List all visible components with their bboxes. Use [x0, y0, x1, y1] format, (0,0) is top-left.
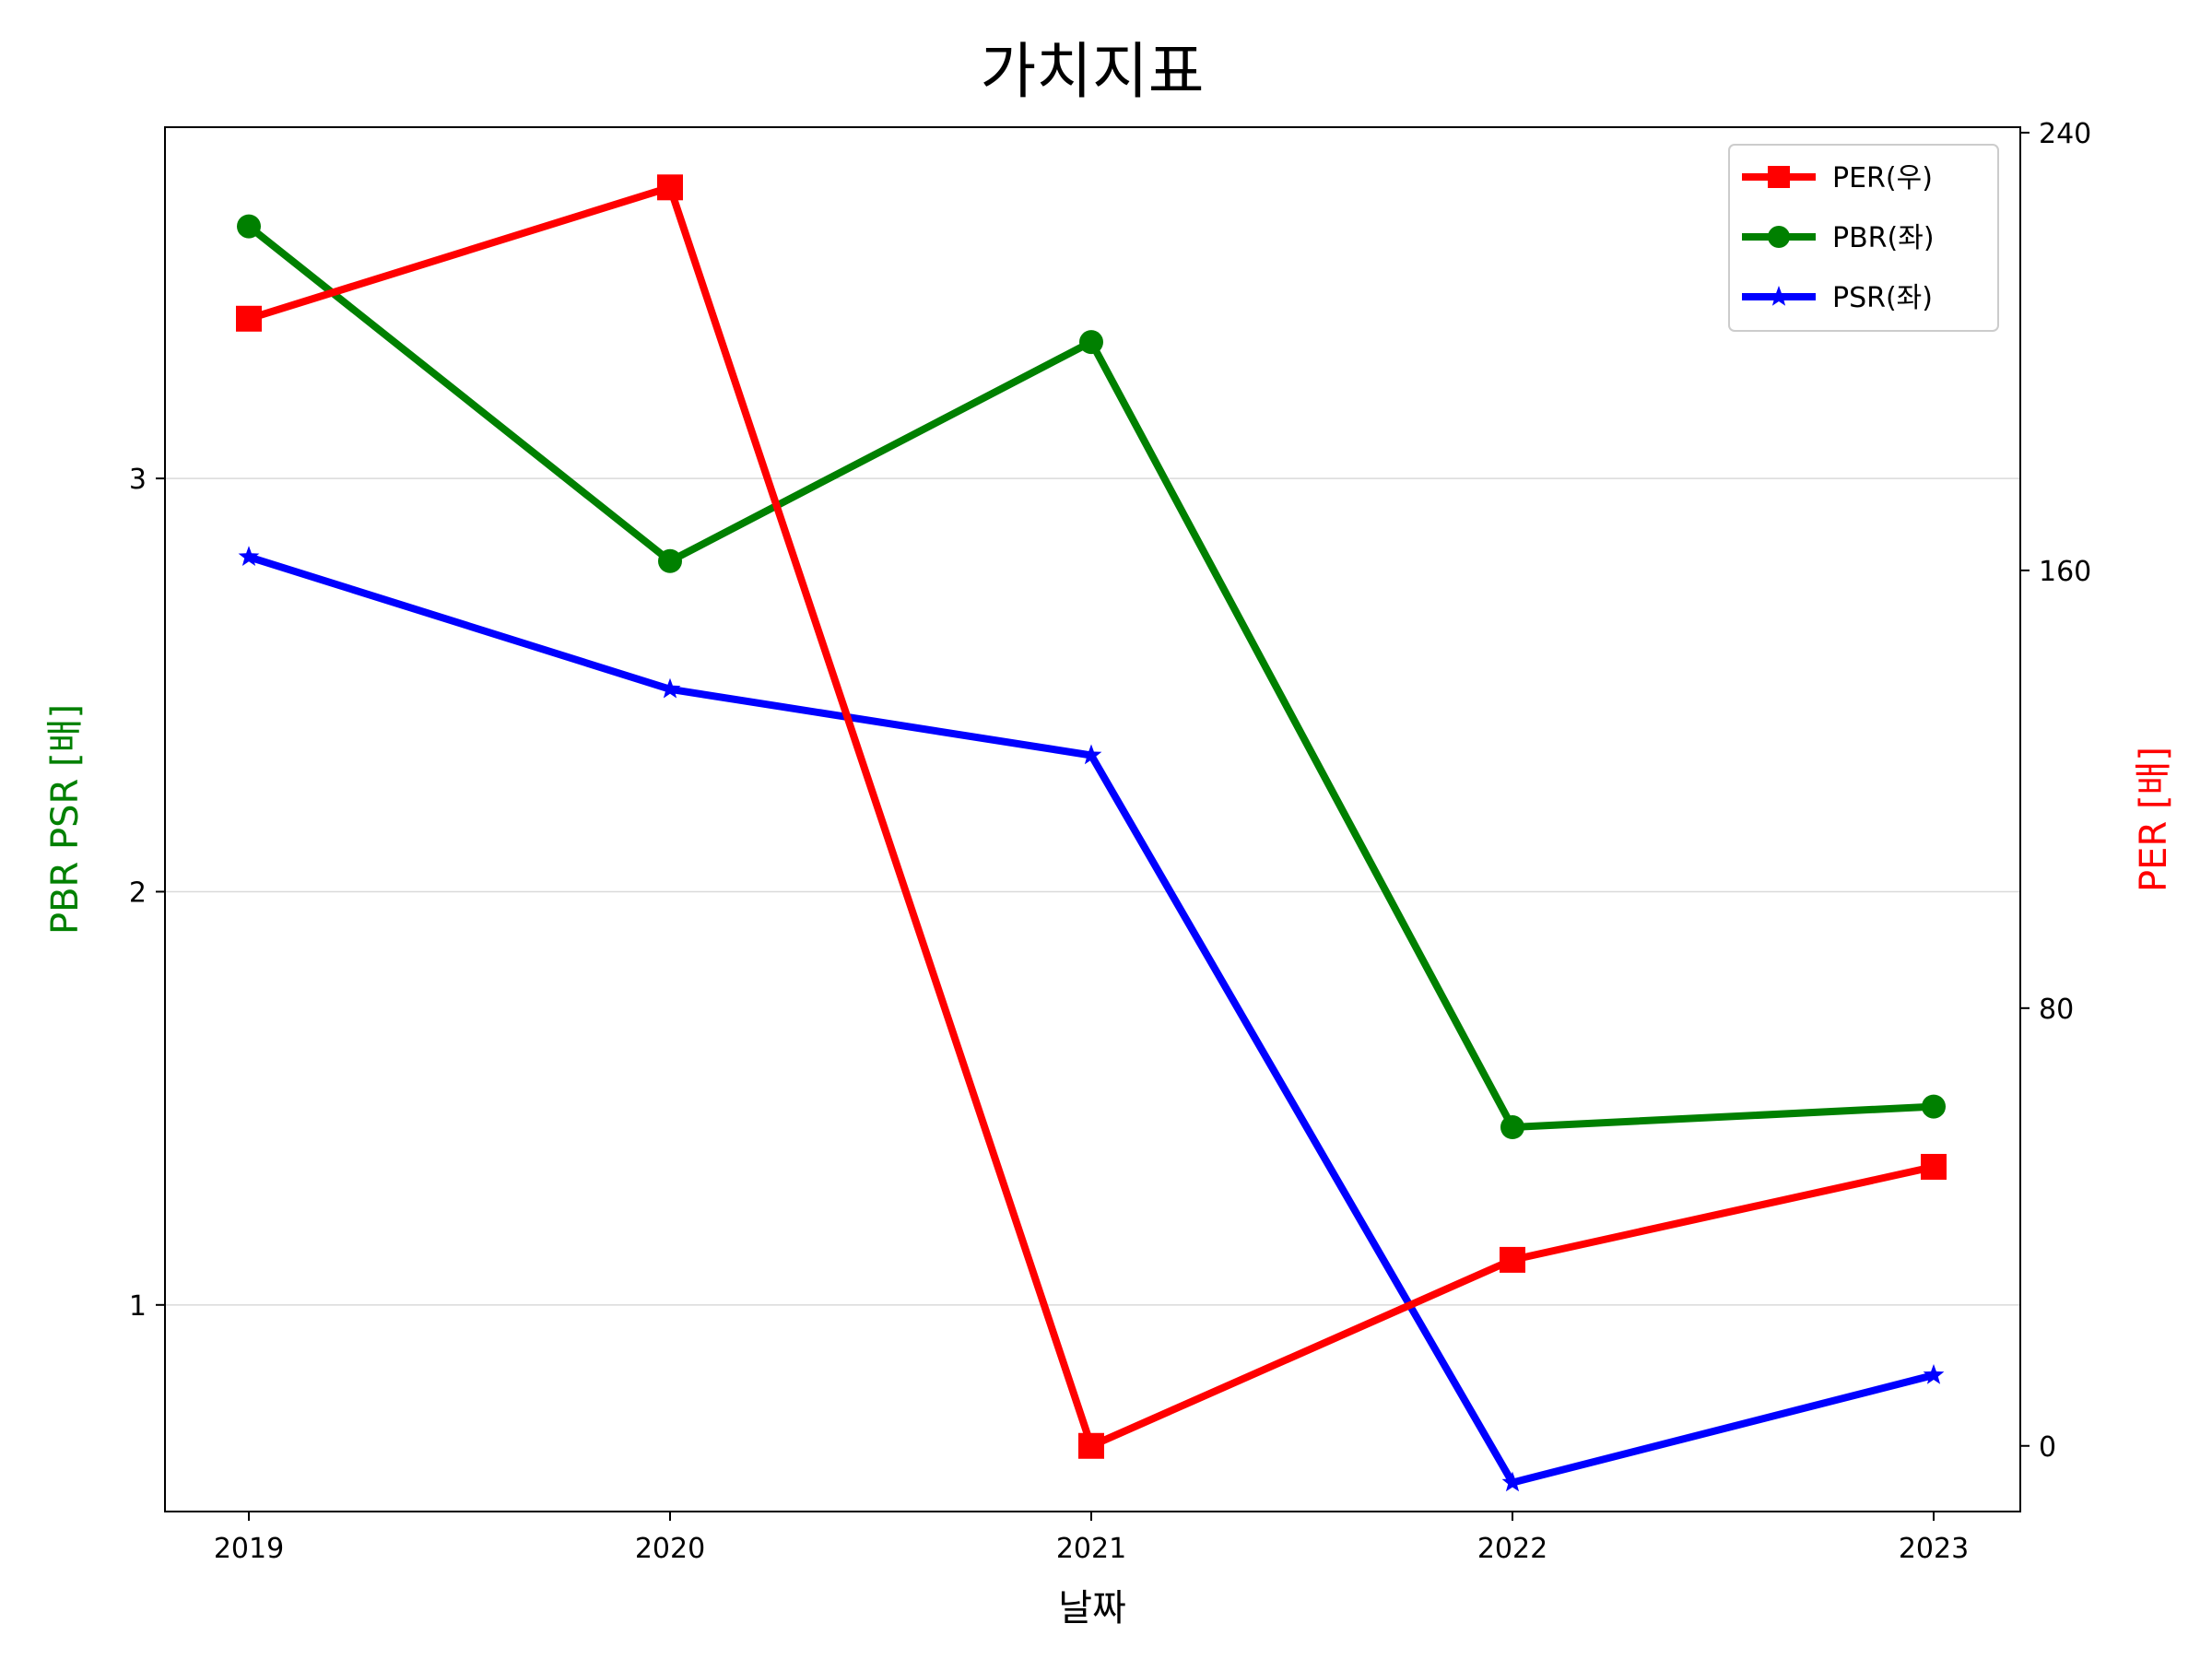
data-point-per	[1078, 1432, 1104, 1459]
right-y-tick-label: 160	[2039, 556, 2091, 588]
right-y-axis-ticks: 0 80 160 240	[2020, 118, 2091, 1464]
data-point-pbr	[237, 214, 261, 239]
right-y-tick-label: 240	[2039, 118, 2091, 150]
legend-label-pbr: PBR(좌)	[1832, 222, 1935, 254]
legend-marker-psr	[1768, 286, 1790, 306]
left-y-tick-label: 1	[129, 1290, 147, 1323]
data-point-per	[657, 174, 683, 201]
left-y-axis-label: PBR PSR [배]	[44, 704, 87, 935]
legend-box	[1728, 144, 1999, 332]
data-point-pbr	[1079, 330, 1103, 355]
data-point-psr	[1501, 1471, 1524, 1492]
right-y-axis-label: PER [배]	[2133, 747, 2175, 892]
data-point-pbr	[658, 548, 682, 573]
data-point-psr	[1923, 1364, 1945, 1384]
x-tick-label: 2022	[1477, 1533, 1547, 1565]
data-point-psr	[238, 546, 260, 566]
right-y-tick-label: 80	[2039, 994, 2074, 1026]
left-y-tick-label: 3	[129, 464, 147, 496]
left-y-tick-label: 2	[129, 877, 147, 909]
data-point-psr	[1080, 744, 1102, 765]
x-tick-label: 2021	[1056, 1533, 1126, 1565]
right-y-tick-label: 0	[2039, 1431, 2056, 1464]
data-point-per	[1921, 1153, 1947, 1180]
legend-marker-per	[1768, 166, 1790, 188]
data-point-pbr	[1922, 1094, 1946, 1119]
plot-frame	[164, 126, 2021, 1512]
data-point-psr	[659, 677, 681, 699]
x-tick-label: 2019	[214, 1533, 284, 1565]
x-tick-label: 2023	[1899, 1533, 1969, 1565]
x-tick-label: 2020	[635, 1533, 705, 1565]
chart-title: 가치지표	[981, 36, 1205, 107]
series-markers	[236, 174, 1947, 1492]
x-axis-ticks: 2019 2020 2021 2022 2023	[214, 1512, 1969, 1565]
x-axis-label: 날짜	[1058, 1587, 1126, 1630]
legend: PER(우) PBR(좌) PSR(좌)	[1728, 144, 1999, 332]
left-y-axis-ticks: 1 2 3	[129, 464, 165, 1323]
legend-label-per: PER(우)	[1832, 162, 1933, 194]
legend-label-psr: PSR(좌)	[1832, 282, 1933, 314]
data-point-per	[1500, 1246, 1525, 1273]
legend-marker-pbr	[1768, 226, 1790, 248]
grid-lines	[165, 477, 2020, 1306]
data-point-per	[236, 305, 262, 332]
data-point-pbr	[1500, 1115, 1524, 1140]
